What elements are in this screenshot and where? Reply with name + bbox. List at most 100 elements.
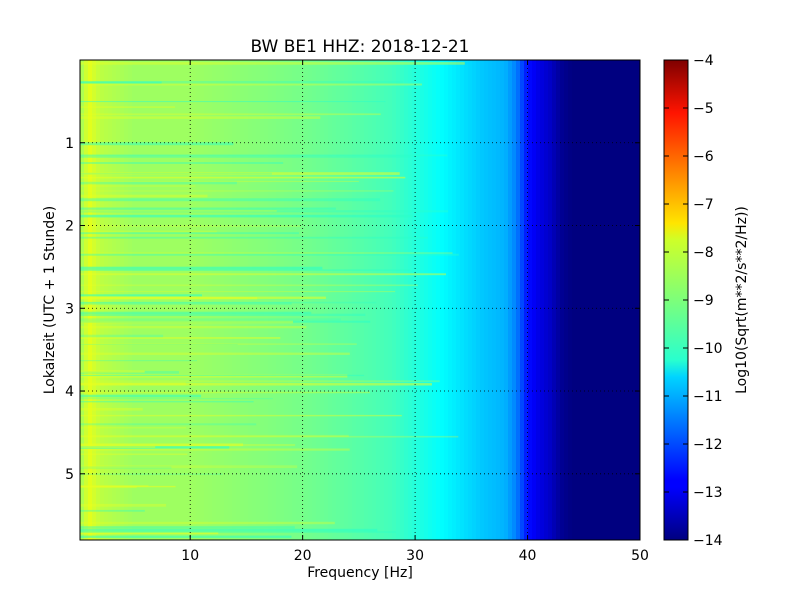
grid-lines [80, 60, 640, 540]
spectrogram-plot [80, 60, 640, 540]
heatmap-column [380, 60, 385, 540]
heatmap-column [532, 60, 537, 540]
y-tick-label: 3 [65, 301, 74, 317]
heatmap-column [184, 60, 189, 540]
heatmap-column [488, 60, 493, 540]
heatmap-column [508, 60, 513, 540]
heatmap-column [320, 60, 325, 540]
heatmap-column [360, 60, 365, 540]
heatmap-row-streak [80, 380, 440, 383]
heatmap-column [336, 60, 341, 540]
heatmap-column [384, 60, 389, 540]
heatmap-column [480, 60, 485, 540]
heatmap-row-streak [80, 407, 143, 411]
heatmap-row-streak [80, 297, 258, 300]
heatmap-column [244, 60, 249, 540]
heatmap-column [348, 60, 353, 540]
heatmap-row-streak [80, 232, 299, 235]
heatmap-row-streak [80, 106, 175, 108]
heatmap-row-streak [80, 473, 223, 475]
heatmap-column [400, 60, 405, 540]
heatmap-row-streak [80, 62, 465, 65]
x-tick-label: 20 [294, 548, 312, 564]
colorbar-ticks: −4 −5 −6 −7 −8 −9 −10 −11 −12 −13 −14 [664, 53, 723, 549]
heatmap-row-streak [80, 531, 396, 533]
heatmap-column [308, 60, 313, 540]
heatmap-column [552, 60, 557, 540]
heatmap-column [476, 60, 481, 540]
heatmap-column [292, 60, 297, 540]
heatmap-row-streak [80, 391, 370, 394]
heatmap-row-streak [80, 466, 172, 469]
heatmap-row-streak [80, 236, 428, 239]
heatmap-column [572, 60, 577, 540]
heatmap-column [516, 60, 521, 540]
heatmap-column [440, 60, 445, 540]
heatmap-column [200, 60, 205, 540]
heatmap-column [604, 60, 609, 540]
heatmap-column [628, 60, 633, 540]
heatmap-column [504, 60, 509, 540]
heatmap-column [108, 60, 113, 540]
heatmap-row-streak [80, 162, 284, 164]
x-axis-label: Frequency [Hz] [307, 565, 413, 581]
colorbar-tick-label: −12 [693, 437, 723, 453]
y-tick-label: 2 [65, 219, 74, 235]
heatmap-column [500, 60, 505, 540]
heatmap-row-streak [80, 273, 446, 276]
heatmap-column [172, 60, 177, 540]
heatmap-column [528, 60, 533, 540]
heatmap-row-streak [80, 172, 400, 175]
heatmap-column [612, 60, 617, 540]
heatmap-row-streak [80, 291, 396, 293]
y-tick-label: 1 [65, 136, 74, 152]
heatmap-column [84, 60, 89, 540]
heatmap-column [540, 60, 545, 540]
heatmap-row-streak [80, 113, 381, 116]
heatmap-row-streak [80, 326, 307, 329]
heatmap-column [96, 60, 101, 540]
heatmap-row-streak [80, 374, 365, 377]
heatmap-row-streak [80, 302, 292, 305]
heatmap-column [484, 60, 489, 540]
heatmap-column [356, 60, 361, 540]
heatmap-row-streak [80, 374, 348, 378]
heatmap-column [624, 60, 629, 540]
heatmap-column [176, 60, 181, 540]
heatmap-column [164, 60, 169, 540]
heatmap-column [580, 60, 585, 540]
heatmap-column [396, 60, 401, 540]
heatmap-row-streak [80, 230, 217, 233]
heatmap-column [148, 60, 153, 540]
heatmap-column [236, 60, 241, 540]
heatmap-row-streak [80, 320, 293, 324]
heatmap-column [404, 60, 409, 540]
heatmap-row-streak [80, 434, 349, 437]
y-tick-label: 4 [65, 384, 74, 400]
heatmap-column [204, 60, 209, 540]
heatmap-column [224, 60, 229, 540]
heatmap-column [160, 60, 165, 540]
heatmap-column [212, 60, 217, 540]
heatmap-column [192, 60, 197, 540]
heatmap-column [524, 60, 529, 540]
heatmap-row-streak [80, 370, 145, 373]
heatmap-column [520, 60, 525, 540]
heatmap-row-streak [80, 382, 186, 386]
colorbar-tick-label: −6 [693, 149, 714, 165]
heatmap-column [556, 60, 561, 540]
heatmap-column [464, 60, 469, 540]
heatmap-row-streak [80, 503, 167, 507]
heatmap-column [232, 60, 237, 540]
heatmap-column [420, 60, 425, 540]
heatmap-row-streak [80, 284, 418, 287]
heatmap-row-streak [80, 401, 254, 403]
heatmap-column [576, 60, 581, 540]
heatmap-column [280, 60, 285, 540]
heatmap-row-streak [80, 116, 321, 119]
heatmap-column [288, 60, 293, 540]
heatmap-column [460, 60, 465, 540]
heatmap-row-streak [80, 535, 292, 538]
heatmap-row-streak [80, 269, 411, 271]
